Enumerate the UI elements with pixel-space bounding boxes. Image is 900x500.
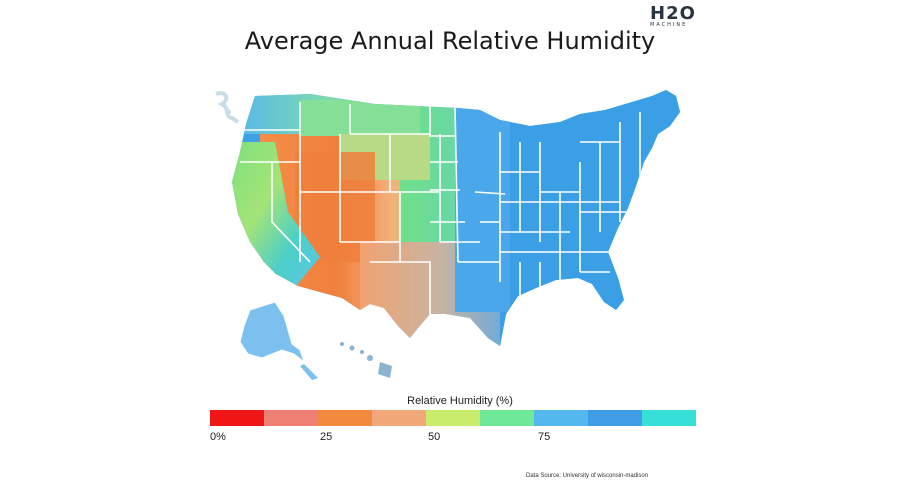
legend-swatch-2: [318, 410, 372, 426]
legend-swatch-4: [426, 410, 480, 426]
data-source-note: Data Source: University of wisconsin-mad…: [526, 473, 649, 479]
us-map-svg: [215, 90, 680, 380]
legend-swatch-6: [534, 410, 588, 426]
legend-tick-50: 50: [428, 431, 441, 443]
logo-subtext: MACHINE: [650, 22, 688, 28]
legend-swatch-8: [642, 410, 696, 426]
state-borders: [240, 102, 641, 342]
legend-tick-25: 25: [320, 431, 333, 443]
legend-swatch-0: [210, 410, 264, 426]
puget-sound: [215, 91, 240, 124]
alaska-panhandle: [300, 364, 318, 380]
alaska: [239, 301, 306, 364]
legend-tick-75: 75: [538, 431, 551, 443]
legend-swatch-1: [264, 410, 318, 426]
legend-swatch-7: [588, 410, 642, 426]
legend-swatch-5: [480, 410, 534, 426]
us-humidity-map: [200, 82, 710, 392]
page-title: Average Annual Relative Humidity: [244, 27, 656, 55]
legend-tick-0: 0%: [210, 431, 226, 443]
h2o-machine-logo: H2O MACHINE: [650, 3, 702, 32]
legend-swatch-3: [372, 410, 426, 426]
hawaii: [340, 342, 392, 378]
legend-title: Relative Humidity (%): [407, 395, 513, 407]
legend-color-bar: [210, 410, 696, 426]
logo-mark: H2O: [650, 3, 696, 24]
